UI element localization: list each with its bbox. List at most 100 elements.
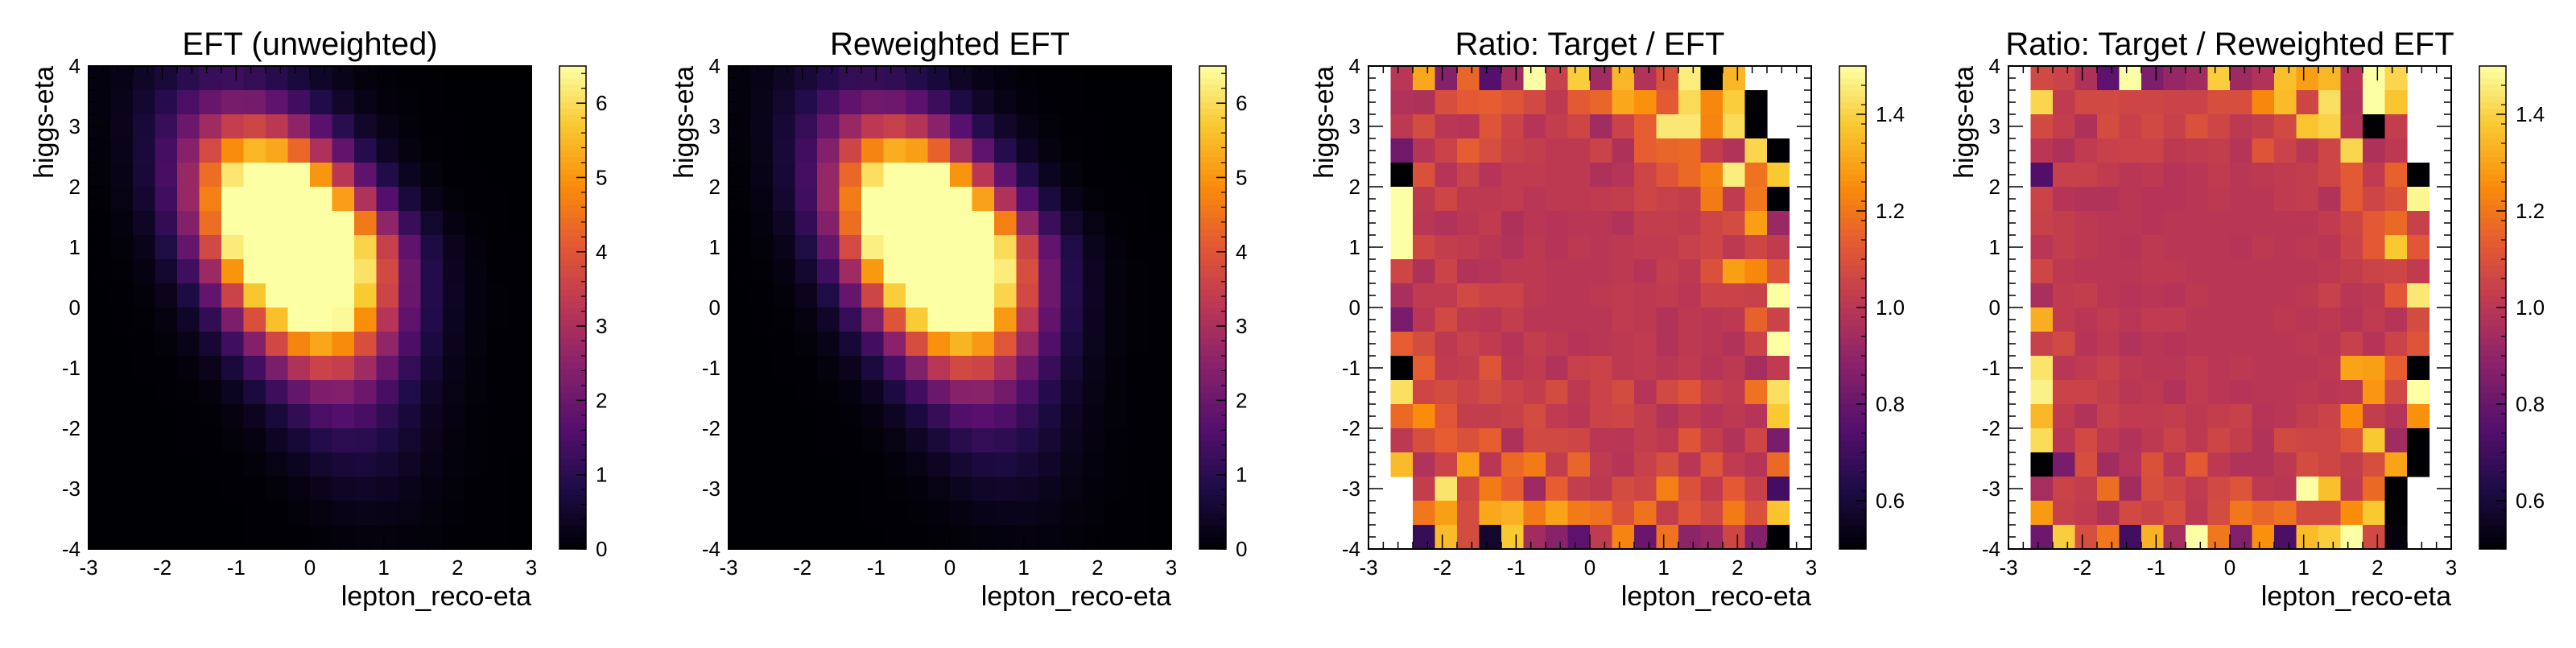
heatmap-cell bbox=[994, 332, 1018, 357]
heatmap-cell bbox=[1038, 283, 1062, 308]
colorbar-segment bbox=[559, 283, 586, 291]
heatmap-cell bbox=[1083, 404, 1106, 429]
heatmap-cell bbox=[2318, 428, 2342, 453]
colorbar-segment bbox=[559, 156, 586, 163]
heatmap-cell bbox=[133, 307, 156, 332]
heatmap-cell bbox=[2318, 187, 2342, 212]
heatmap-cell bbox=[2407, 356, 2430, 381]
heatmap-cell bbox=[1767, 211, 1790, 236]
heatmap-cell bbox=[2074, 138, 2098, 163]
heatmap-cell bbox=[2119, 235, 2142, 260]
heatmap-cell bbox=[332, 404, 355, 429]
heatmap-cell bbox=[2318, 235, 2342, 260]
heatmap-cell bbox=[2318, 259, 2342, 284]
heatmap-cell bbox=[750, 501, 774, 526]
heatmap-cell bbox=[1567, 211, 1591, 236]
heatmap-cell bbox=[2230, 187, 2253, 212]
heatmap-cell bbox=[155, 452, 178, 477]
heatmap-cell bbox=[1744, 235, 1768, 260]
heatmap-cell bbox=[1546, 114, 1569, 139]
heatmap-cell bbox=[1016, 259, 1039, 284]
heatmap-cell bbox=[155, 356, 178, 381]
heatmap-cell bbox=[2207, 66, 2231, 91]
heatmap-cell bbox=[310, 283, 333, 308]
heatmap-cell bbox=[839, 90, 862, 115]
colorbar-tick-label: 1.2 bbox=[1876, 199, 1905, 223]
heatmap-cell bbox=[1700, 332, 1724, 357]
heatmap-cell bbox=[398, 138, 422, 163]
heatmap-cell bbox=[972, 452, 995, 477]
colorbar-segment bbox=[559, 428, 586, 435]
colorbar-segment bbox=[559, 199, 586, 206]
heatmap-cell bbox=[1678, 332, 1702, 357]
heatmap-cell bbox=[1678, 380, 1702, 405]
heatmap-cell bbox=[2030, 138, 2054, 163]
heatmap-cell bbox=[2207, 477, 2231, 501]
heatmap-cell bbox=[817, 283, 840, 308]
heatmap-cell bbox=[773, 235, 796, 260]
heatmap-cell bbox=[443, 187, 466, 212]
colorbar-segment bbox=[559, 78, 586, 85]
heatmap-cell bbox=[2363, 428, 2386, 453]
colorbar-segment bbox=[2479, 320, 2506, 327]
heatmap-cell bbox=[133, 66, 156, 91]
heatmap-cell bbox=[1590, 452, 1613, 477]
heatmap-cell bbox=[1700, 283, 1724, 308]
x-tick-label: 1 bbox=[1657, 555, 1669, 580]
heatmap-cell bbox=[950, 307, 973, 332]
colorbar-segment bbox=[2479, 223, 2506, 230]
colorbar-segment bbox=[2479, 265, 2506, 272]
heatmap-cell bbox=[795, 356, 818, 381]
heatmap-cell bbox=[287, 404, 311, 429]
heatmap-cell bbox=[266, 138, 289, 163]
heatmap-cell bbox=[398, 428, 422, 453]
heatmap-cell bbox=[1612, 380, 1635, 405]
heatmap-cell bbox=[1127, 356, 1150, 381]
heatmap-cell bbox=[420, 380, 444, 405]
colorbar-segment bbox=[1199, 289, 1226, 296]
colorbar-segment bbox=[1199, 494, 1226, 501]
heatmap-cell bbox=[2274, 163, 2297, 188]
heatmap-cell bbox=[110, 452, 134, 477]
heatmap-cell bbox=[1634, 477, 1657, 501]
heatmap-cell bbox=[266, 235, 289, 260]
heatmap-cell bbox=[2252, 452, 2275, 477]
colorbar-segment bbox=[1839, 489, 1866, 496]
heatmap-cell bbox=[376, 235, 399, 260]
heatmap-cell bbox=[2407, 404, 2430, 429]
heatmap-cell bbox=[1390, 187, 1414, 212]
heatmap-cell bbox=[2141, 501, 2165, 526]
heatmap-cell bbox=[972, 259, 995, 284]
heatmap-cell bbox=[906, 452, 929, 477]
colorbar-segment bbox=[2479, 332, 2506, 339]
colorbar-segment bbox=[559, 332, 586, 339]
x-tick-label: 0 bbox=[944, 555, 956, 580]
colorbar-segment bbox=[1199, 66, 1226, 73]
heatmap-cell bbox=[1634, 404, 1657, 429]
heatmap-cell bbox=[2384, 380, 2408, 405]
colorbar-segment bbox=[2479, 192, 2506, 200]
heatmap-cell bbox=[2274, 404, 2297, 429]
colorbar-segment bbox=[1199, 518, 1226, 526]
y-tick-label: 2 bbox=[1989, 175, 2000, 199]
heatmap-cell bbox=[1016, 114, 1039, 139]
heatmap-cell bbox=[994, 90, 1018, 115]
heatmap-cell bbox=[972, 380, 995, 405]
heatmap-cell bbox=[1435, 66, 1458, 91]
heatmap-cell bbox=[2053, 404, 2076, 429]
heatmap-cell bbox=[287, 501, 311, 526]
heatmap-cell bbox=[750, 66, 774, 91]
colorbar-segment bbox=[559, 241, 586, 248]
heatmap-cell bbox=[1413, 187, 1436, 212]
heatmap-cell bbox=[839, 163, 862, 188]
heatmap-cell bbox=[199, 356, 222, 381]
colorbar-tick-label: 2 bbox=[596, 388, 607, 412]
heatmap-cell bbox=[972, 187, 995, 212]
heatmap-cell bbox=[243, 404, 266, 429]
colorbar-segment bbox=[559, 295, 586, 303]
heatmap-cell bbox=[773, 428, 796, 453]
heatmap-cell bbox=[1567, 356, 1591, 381]
heatmap-cell bbox=[310, 90, 333, 115]
heatmap-cell bbox=[155, 332, 178, 357]
heatmap-cell bbox=[2318, 356, 2342, 381]
